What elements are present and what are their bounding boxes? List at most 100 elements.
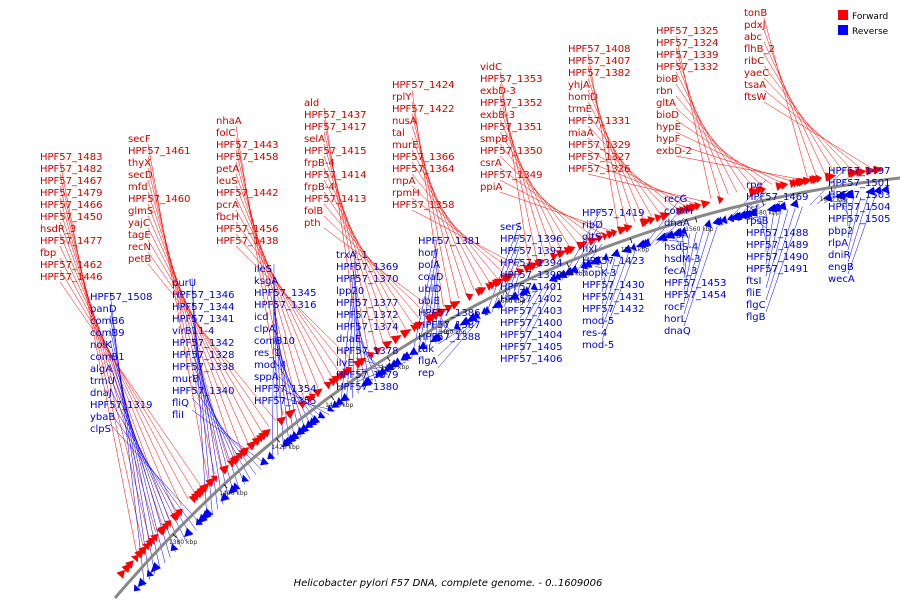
forward-gene-label: HPF57_1350 (480, 146, 542, 157)
forward-leader (499, 71, 530, 264)
forward-gene-label: pcrA (216, 200, 239, 211)
forward-gene (849, 168, 861, 178)
reverse-gene-label: clpA (254, 324, 276, 335)
reverse-gene-label: ileS (254, 264, 272, 275)
forward-gene-label: ftsW (744, 92, 766, 103)
reverse-gene-label: HPF57_1369 (336, 262, 398, 273)
reverse-gene-label: flgB (746, 312, 766, 323)
forward-leader (323, 131, 377, 348)
reverse-gene (880, 184, 890, 194)
reverse-gene (435, 332, 443, 341)
reverse-gene-label: dnaQ (664, 326, 691, 337)
reverse-gene (847, 189, 855, 199)
forward-gene-label: glmS (128, 206, 153, 217)
reverse-gene (776, 201, 787, 211)
forward-leader (147, 203, 242, 450)
reverse-gene-label: HPF57_1394 (500, 258, 562, 269)
legend-reverse-label: Reverse (852, 27, 889, 37)
reverse-leader (355, 333, 382, 378)
forward-gene (284, 408, 296, 419)
reverse-leader (273, 335, 307, 433)
reverse-gene-label: HPF57_1377 (336, 298, 398, 309)
forward-gene (493, 278, 505, 287)
reverse-gene (170, 543, 179, 552)
forward-gene (210, 475, 218, 483)
forward-leader (499, 95, 546, 257)
reverse-gene-label: HPF57_1490 (746, 252, 808, 263)
reverse-gene (481, 307, 489, 315)
forward-gene (437, 308, 447, 317)
legend: Forward Reverse (838, 10, 889, 37)
reverse-leader (437, 319, 455, 334)
reverse-leader (504, 257, 521, 307)
forward-gene (755, 186, 763, 196)
forward-gene (516, 268, 524, 277)
forward-gene-label: rnpA (392, 176, 416, 187)
forward-gene-label: csrA (480, 158, 502, 169)
forward-gene-label: vidC (480, 62, 502, 73)
forward-gene-label: leuS (216, 176, 238, 187)
reverse-gene-label: fliI (172, 410, 184, 421)
forward-gene-label: tagE (128, 230, 151, 241)
forward-leader (59, 245, 182, 506)
reverse-gene-label: HPF57_1403 (500, 306, 562, 317)
reverse-gene-label: rlpA (828, 238, 848, 249)
scale-tick-label: 1580 kbp (751, 209, 779, 216)
reverse-gene (204, 508, 214, 518)
reverse-gene-label: comH (664, 206, 693, 217)
reverse-leader (346, 261, 357, 403)
reverse-leader (355, 309, 371, 386)
reverse-gene-label: HPF57_1354 (254, 384, 316, 395)
forward-gene-label: HPF57_1331 (568, 116, 630, 127)
reverse-leader (273, 299, 290, 447)
reverse-leader (765, 212, 774, 265)
scale-tick (566, 262, 570, 268)
reverse-gene-label: HPF57_1355 (254, 396, 316, 407)
forward-gene (595, 234, 604, 243)
forward-leader (499, 167, 594, 237)
forward-gene-label: frpB-4 (304, 158, 335, 169)
forward-gene (382, 340, 393, 350)
forward-gene-label: bioB (656, 74, 678, 85)
reverse-gene-label: HPF57_1505 (828, 214, 890, 225)
forward-leader (675, 107, 764, 187)
reverse-gene-label: murB (172, 374, 199, 385)
forward-gene (717, 195, 724, 205)
reverse-gene-label: HPF57_1406 (500, 354, 562, 365)
reverse-gene-label: dnaE (336, 334, 361, 345)
legend-forward-label: Forward (852, 12, 888, 22)
reverse-gene-label: nolK (90, 340, 112, 351)
reverse-leader (109, 303, 150, 580)
reverse-gene-label: mod-4 (254, 360, 286, 371)
reverse-gene-label: trxA_1 (336, 250, 368, 261)
reverse-gene-label: icd (254, 312, 269, 323)
reverse-gene-label: HPF57_1489 (746, 240, 808, 251)
reverse-gene-label: HPF57_1342 (172, 338, 234, 349)
forward-gene (528, 262, 538, 271)
reverse-gene (508, 291, 520, 300)
forward-gene (199, 482, 211, 494)
reverse-gene (823, 193, 832, 202)
forward-gene-label: exbB-3 (480, 110, 515, 121)
forward-gene (150, 533, 159, 542)
forward-gene (659, 212, 671, 221)
reverse-leader (191, 385, 257, 475)
reverse-leader (816, 177, 849, 205)
reverse-gene (740, 209, 751, 219)
forward-gene (431, 311, 441, 320)
reverse-leader (109, 339, 166, 564)
forward-gene (587, 237, 598, 246)
forward-gene-label: pdxJ (744, 20, 766, 31)
forward-gene-label: HPF57_1358 (392, 200, 454, 211)
forward-gene-label: tsaA (744, 80, 766, 91)
forward-gene-label: recN (128, 242, 151, 253)
forward-leader (235, 209, 333, 378)
forward-leader (235, 149, 298, 405)
forward-leader (763, 101, 871, 168)
reverse-gene-label: HPF57_1404 (500, 330, 562, 341)
reverse-gene-label: horL (664, 314, 687, 325)
forward-gene-label: HPF57_1442 (216, 188, 278, 199)
forward-gene-label: HPF57_1327 (568, 152, 630, 163)
reverse-gene-label: HPF57_1501 (828, 178, 890, 189)
forward-leader (411, 149, 483, 287)
